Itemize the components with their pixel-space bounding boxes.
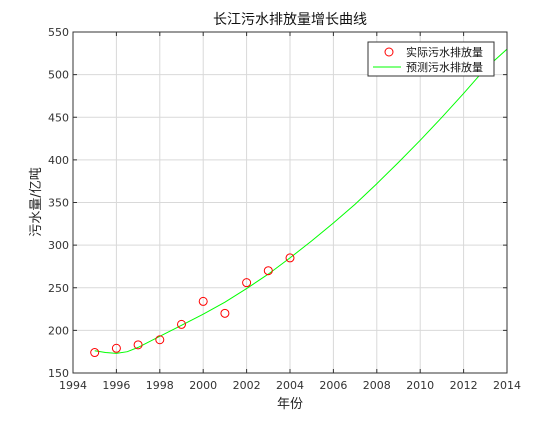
y-tick-label: 250 — [48, 282, 69, 295]
legend-label-actual: 实际污水排放量 — [406, 45, 483, 59]
y-tick-label: 350 — [48, 197, 69, 210]
actual-data-point — [263, 266, 273, 276]
y-tick-label: 300 — [48, 239, 69, 252]
actual-data-point — [242, 278, 252, 288]
actual-data-point — [155, 335, 165, 345]
y-tick-label: 200 — [48, 324, 69, 337]
actual-data-point — [198, 296, 208, 306]
x-tick-label: 2010 — [406, 379, 434, 392]
actual-data-point — [90, 348, 100, 358]
actual-data-point — [220, 308, 230, 318]
x-tick-label: 1994 — [59, 379, 87, 392]
predicted-series-line — [94, 48, 508, 354]
x-axis-label: 年份 — [277, 397, 303, 412]
actual-data-point — [111, 343, 121, 353]
tick-labels: 1994 1996 1998 2000 2002 2004 2006 2008 2010 2012… — [48, 26, 521, 392]
x-tick-label: 2000 — [189, 379, 217, 392]
y-tick-label: 500 — [48, 69, 69, 82]
legend-marker-actual — [384, 47, 394, 57]
y-axis-label: 污水量/亿吨 — [29, 167, 44, 236]
x-tick-label: 1996 — [102, 379, 130, 392]
chart-title: 长江污水排放量增长曲线 — [213, 12, 367, 28]
x-tick-label: 2008 — [363, 379, 391, 392]
y-tick-label: 450 — [48, 111, 69, 124]
x-tick-label: 2014 — [493, 379, 521, 392]
series-layer — [90, 48, 508, 358]
x-tick-label: 2002 — [233, 379, 261, 392]
actual-data-point — [177, 319, 186, 329]
x-tick-label: 2006 — [319, 379, 347, 392]
y-tick-label: 550 — [48, 26, 69, 39]
y-tick-label: 400 — [48, 154, 69, 167]
legend: 实际污水排放量 预测污水排放量 — [367, 41, 495, 77]
legend-label-predicted: 预测污水排放量 — [406, 60, 483, 74]
y-tick-label: 150 — [48, 367, 69, 380]
x-tick-label: 2012 — [450, 379, 478, 392]
x-tick-label: 1998 — [146, 379, 174, 392]
actual-data-point — [133, 340, 143, 350]
actual-data-point — [285, 253, 295, 263]
x-tick-label: 2004 — [276, 379, 304, 392]
